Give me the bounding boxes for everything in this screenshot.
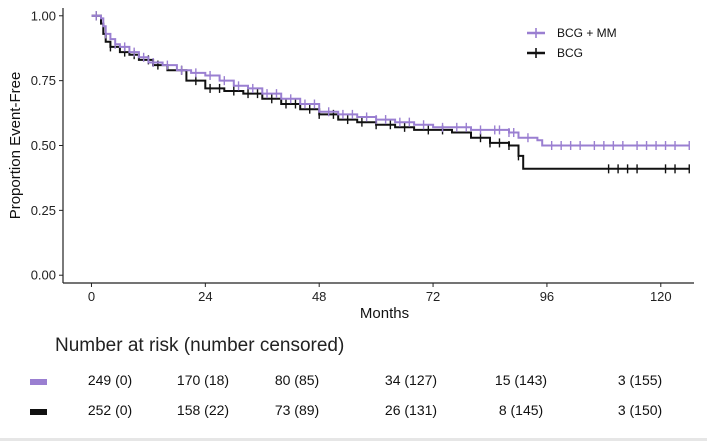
divider [0,438,707,441]
y-tick-label: 1.00 [31,8,56,23]
x-tick-label: 96 [540,289,554,304]
risk-cell: 252 (0) [87,402,133,418]
x-tick-label: 72 [426,289,440,304]
x-tick-label: 120 [650,289,672,304]
legend-label: BCG + MM [557,26,617,40]
y-tick-label: 0.00 [31,268,56,283]
risk-cell: 26 (131) [384,402,438,418]
risk-row: 252 (0) 158 (22) 73 (89) 26 (131) 8 (145) 3 (… [0,402,707,422]
x-tick-label: 0 [88,289,95,304]
axes: 0.00 0.25 0.50 0.75 1.00 0 24 48 72 96 120 Months Pr… [7,8,694,322]
risk-cell: 158 (22) [176,402,230,418]
risk-cell: 170 (18) [176,372,230,388]
y-tick-label: 0.50 [31,138,56,153]
risk-row-swatch [30,379,47,385]
risk-cell: 249 (0) [87,372,133,388]
risk-cell: 3 (150) [617,402,663,418]
legend-item: BCG [527,46,583,60]
risk-row: 249 (0) 170 (18) 80 (85) 34 (127) 15 (143) 3 … [0,372,707,392]
x-tick-label: 24 [198,289,212,304]
legend-item: BCG + MM [527,26,617,40]
series-bcg-mm [91,11,690,150]
risk-cell: 34 (127) [384,372,438,388]
risk-cell: 8 (145) [498,402,544,418]
legend: BCG + MM BCG [527,26,617,60]
y-tick-label: 0.75 [31,73,56,88]
legend-label: BCG [557,46,583,60]
risk-cell: 3 (155) [617,372,663,388]
risk-table-title: Number at risk (number censored) [55,335,345,356]
risk-cell: 80 (85) [274,372,320,388]
x-tick-label: 48 [312,289,326,304]
x-axis-title: Months [360,305,409,322]
y-axis-title: Proportion Event-Free [7,72,24,220]
risk-row-swatch [30,409,47,415]
km-chart: 0.00 0.25 0.50 0.75 1.00 0 24 48 72 96 120 Months Pr… [7,8,694,322]
plot-area [91,11,690,174]
risk-cell: 73 (89) [274,402,320,418]
risk-cell: 15 (143) [494,372,548,388]
series-bcg [91,11,690,174]
y-tick-label: 0.25 [31,203,56,218]
